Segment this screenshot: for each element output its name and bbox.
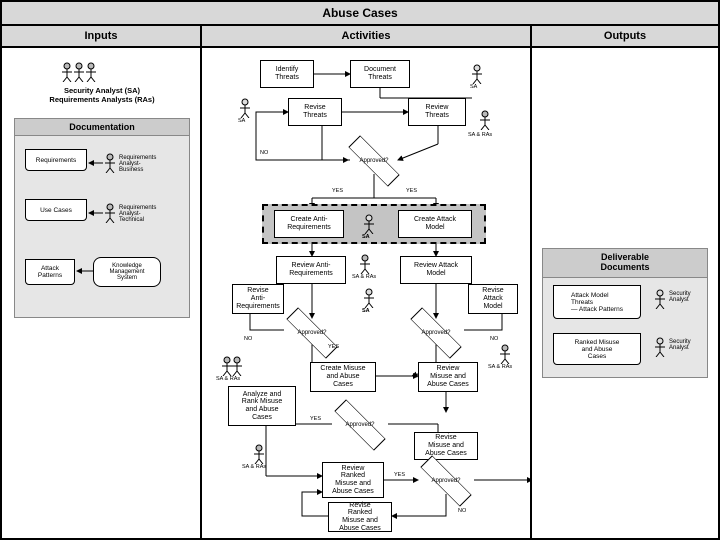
- activities-column: Identify Threats Document Threats SA SA …: [202, 48, 532, 538]
- person-group-icon: [230, 356, 244, 376]
- col-header-activities: Activities: [202, 26, 532, 46]
- inputs-top-label: Security Analyst (SA) Requirements Analy…: [22, 86, 182, 104]
- sa-label: SA: [362, 308, 370, 314]
- req-analyst-technical-label: Requirements Analyst- Technical: [119, 205, 183, 223]
- ranked-misuse-doc: Ranked Misuse and Abuse Cases: [553, 333, 641, 365]
- requirements-doc: Requirements: [25, 149, 87, 171]
- no-label: NO: [490, 336, 498, 342]
- person-icon: [653, 337, 667, 357]
- column-headers: Inputs Activities Outputs: [2, 26, 718, 48]
- sa-ras-label: SA & RAs: [242, 464, 266, 470]
- document-threats-node: Document Threats: [350, 60, 410, 88]
- person-icon: [470, 64, 484, 84]
- person-icon: [362, 214, 376, 234]
- person-icon: [238, 98, 252, 118]
- sa-label: SA: [238, 118, 245, 124]
- person-group-icon: [478, 110, 492, 130]
- person-icon: [362, 288, 376, 308]
- no-label: NO: [260, 150, 268, 156]
- col-header-outputs: Outputs: [532, 26, 718, 46]
- person-group-icon: [358, 254, 372, 274]
- yes-label: YES: [328, 344, 339, 350]
- attack-patterns-doc: Attack Patterns: [25, 259, 75, 285]
- yes-label: YES: [406, 188, 417, 194]
- no-label: NO: [244, 336, 252, 342]
- inputs-column: Security Analyst (SA) Requirements Analy…: [2, 48, 202, 538]
- documentation-title: Documentation: [15, 119, 189, 136]
- sa-ras-label: SA & RAs: [216, 376, 240, 382]
- sa-ras-label: SA & RAs: [488, 364, 512, 370]
- yes-label: YES: [310, 416, 321, 422]
- approved-decision-4: Approved?: [418, 466, 474, 496]
- approved-decision-2b: Approved?: [408, 318, 464, 348]
- sa-label: SA: [362, 234, 370, 240]
- person-group-icon: [498, 344, 512, 364]
- person-group-icon: [252, 444, 266, 464]
- sa-ras-label: SA & RAs: [352, 274, 376, 280]
- review-misuse-node: Review Misuse and Abuse Cases: [418, 362, 478, 392]
- approved-decision-3: Approved?: [332, 410, 388, 440]
- outputs-column: Deliverable Documents Attack Model Threa…: [532, 48, 718, 538]
- security-analyst-label: Security Analyst: [669, 291, 707, 303]
- person-icon: [103, 153, 117, 173]
- deliverable-documents-section: Deliverable Documents Attack Model Threa…: [542, 248, 708, 378]
- person-icon: [103, 203, 117, 223]
- diagram-frame: Abuse Cases Inputs Activities Outputs Se…: [0, 0, 720, 540]
- no-label: NO: [458, 508, 466, 514]
- security-analyst-label: Security Analyst: [669, 339, 707, 351]
- page-title: Abuse Cases: [2, 2, 718, 26]
- revise-ranked-node: Revise Ranked Misuse and Abuse Cases: [328, 502, 392, 532]
- review-attack-model-node: Review Attack Model: [400, 256, 472, 284]
- yes-label: YES: [332, 188, 343, 194]
- person-icon: [653, 289, 667, 309]
- deliverable-title: Deliverable Documents: [543, 249, 707, 278]
- sa-label: SA: [470, 84, 477, 90]
- revise-attack-model-node: Revise Attack Model: [468, 284, 518, 314]
- documentation-section: Documentation Requirements Requirements …: [14, 118, 190, 318]
- create-misuse-node: Create Misuse and Abuse Cases: [310, 362, 376, 392]
- review-threats-node: Review Threats: [408, 98, 466, 126]
- req-analyst-business-label: Requirements Analyst- Business: [119, 155, 183, 173]
- create-attack-model-node: Create Attack Model: [398, 210, 472, 238]
- review-ranked-node: Review Ranked Misuse and Abuse Cases: [322, 462, 384, 498]
- use-cases-doc: Use Cases: [25, 199, 87, 221]
- col-header-inputs: Inputs: [2, 26, 202, 46]
- revise-anti-req-node: Revise Anti- Requirements: [232, 284, 284, 314]
- diagram-body: Security Analyst (SA) Requirements Analy…: [2, 48, 718, 538]
- approved-decision-1: Approved?: [346, 146, 402, 176]
- create-anti-req-node: Create Anti- Requirements: [274, 210, 344, 238]
- revise-threats-node: Revise Threats: [288, 98, 342, 126]
- analyze-rank-node: Analyze and Rank Misuse and Abuse Cases: [228, 386, 296, 426]
- identify-threats-node: Identify Threats: [260, 60, 314, 88]
- attack-model-doc: Attack Model Threats — Attack Patterns: [553, 285, 641, 319]
- person-group-icon: [84, 62, 98, 82]
- yes-label: YES: [394, 472, 405, 478]
- revise-misuse-node: Revise Misuse and Abuse Cases: [414, 432, 478, 460]
- kms-datastore: Knowledge Management System: [93, 257, 161, 287]
- sa-ras-label: SA & RAs: [468, 132, 492, 138]
- review-anti-req-node: Review Anti- Requirements: [276, 256, 346, 284]
